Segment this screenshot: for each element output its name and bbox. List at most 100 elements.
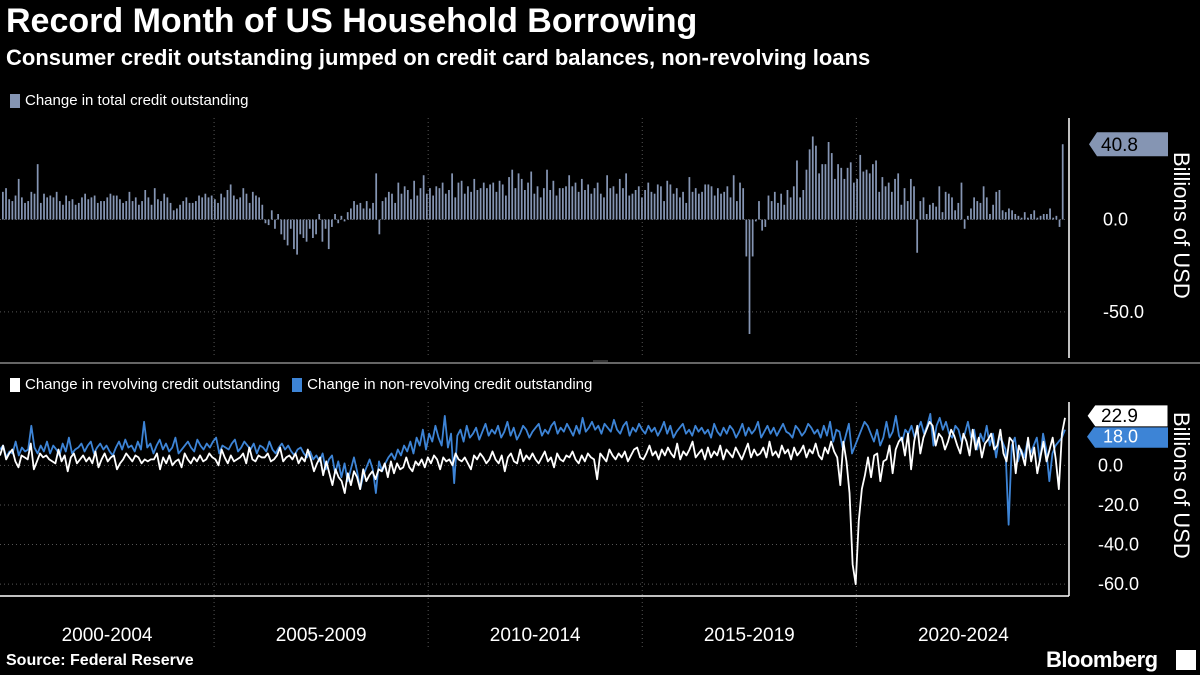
bar-146 <box>463 193 466 220</box>
bar-118 <box>375 173 378 220</box>
bar-84 <box>267 219 270 226</box>
bar-72 <box>229 184 232 220</box>
bar-9 <box>30 191 33 220</box>
bar-5 <box>17 178 20 220</box>
bar-11 <box>36 164 39 220</box>
bar-25 <box>81 197 83 220</box>
bar-16 <box>52 197 55 220</box>
bar-133 <box>422 175 425 220</box>
panel-revolving-nonrevolving: 0.0 -20.0 -40.0 -60.0 2000-2004 2005-2009 2010… <box>0 402 1194 650</box>
bar-110 <box>350 208 352 220</box>
bar-23 <box>74 204 77 220</box>
bar-187 <box>593 188 596 220</box>
bar-59 <box>188 202 191 220</box>
bar-189 <box>599 193 602 220</box>
bar-144 <box>457 182 460 220</box>
bar-20 <box>65 195 68 220</box>
bar-19 <box>62 204 64 220</box>
bar-322 <box>1020 217 1023 220</box>
bar-155 <box>492 182 495 220</box>
bar-316 <box>1001 210 1004 220</box>
bar-253 <box>802 190 805 220</box>
bar-224 <box>710 186 713 220</box>
bar-266 <box>843 178 846 220</box>
bar-268 <box>849 162 852 220</box>
bar-276 <box>875 160 877 220</box>
bar-274 <box>868 173 871 220</box>
bar-181 <box>574 182 577 220</box>
bar-76 <box>242 188 245 220</box>
bar-321 <box>1017 215 1020 220</box>
bar-283 <box>897 173 900 220</box>
bar-177 <box>561 188 564 220</box>
bar-297 <box>941 212 944 220</box>
bar-244 <box>773 191 776 220</box>
bar-87 <box>277 214 279 220</box>
bar-29 <box>93 195 96 220</box>
bar-296 <box>938 186 941 220</box>
bar-168 <box>533 193 536 220</box>
bar-265 <box>840 167 843 220</box>
bar-151 <box>479 188 482 220</box>
bar-209 <box>663 201 665 220</box>
bar-319 <box>1011 210 1013 220</box>
bar-55 <box>176 208 178 220</box>
bar-121 <box>384 197 387 220</box>
bar-154 <box>489 184 491 220</box>
bar-161 <box>511 169 514 220</box>
bar-48 <box>153 188 156 220</box>
bar-4 <box>14 195 17 220</box>
bar-250 <box>792 186 795 220</box>
bar-78 <box>248 202 251 220</box>
bar-142 <box>451 173 453 220</box>
bar-239 <box>758 201 760 220</box>
bar-216 <box>685 202 688 220</box>
bar-127 <box>403 186 406 220</box>
bar-249 <box>789 197 792 220</box>
xtick-4: 2020-2024 <box>918 625 1009 646</box>
bar-80 <box>255 195 257 220</box>
bar-293 <box>928 204 931 220</box>
bar-131 <box>416 195 419 220</box>
bar-64 <box>204 193 207 220</box>
bar-227 <box>720 193 722 220</box>
bar-323 <box>1023 212 1026 220</box>
bar-157 <box>498 180 501 220</box>
bar-246 <box>780 193 783 220</box>
bar-299 <box>947 193 950 220</box>
bar-167 <box>530 171 533 220</box>
callout-revolving-label: 22.9 <box>1101 406 1138 427</box>
bloomberg-logo: Bloomberg <box>1046 647 1158 672</box>
bar-288 <box>913 186 915 220</box>
bar-32 <box>103 201 105 220</box>
bar-52 <box>166 197 169 220</box>
bar-180 <box>571 186 574 220</box>
bar-318 <box>1008 208 1010 220</box>
bar-63 <box>201 197 204 220</box>
bar-114 <box>362 208 365 220</box>
bar-2 <box>8 199 11 220</box>
bar-124 <box>394 202 397 220</box>
bar-324 <box>1027 217 1029 220</box>
bar-22 <box>71 199 74 220</box>
bar-287 <box>909 178 912 220</box>
bar-213 <box>675 188 678 220</box>
bar-38 <box>122 202 124 220</box>
bar-116 <box>368 208 371 220</box>
bar-306 <box>970 208 972 220</box>
bar-290 <box>919 201 922 220</box>
bar-247 <box>783 204 786 220</box>
bar-51 <box>163 193 166 220</box>
bar-333 <box>1055 215 1058 220</box>
bar-313 <box>992 204 994 220</box>
bar-325 <box>1030 214 1032 220</box>
bar-264 <box>837 164 839 220</box>
bar-241 <box>764 219 767 227</box>
bar-40 <box>128 191 131 220</box>
legend-swatch-nonrevolving <box>292 377 303 392</box>
bar-238 <box>754 219 757 222</box>
bar-33 <box>106 197 109 220</box>
bar-158 <box>501 184 504 220</box>
source-note: Source: Federal Reserve <box>6 652 194 669</box>
